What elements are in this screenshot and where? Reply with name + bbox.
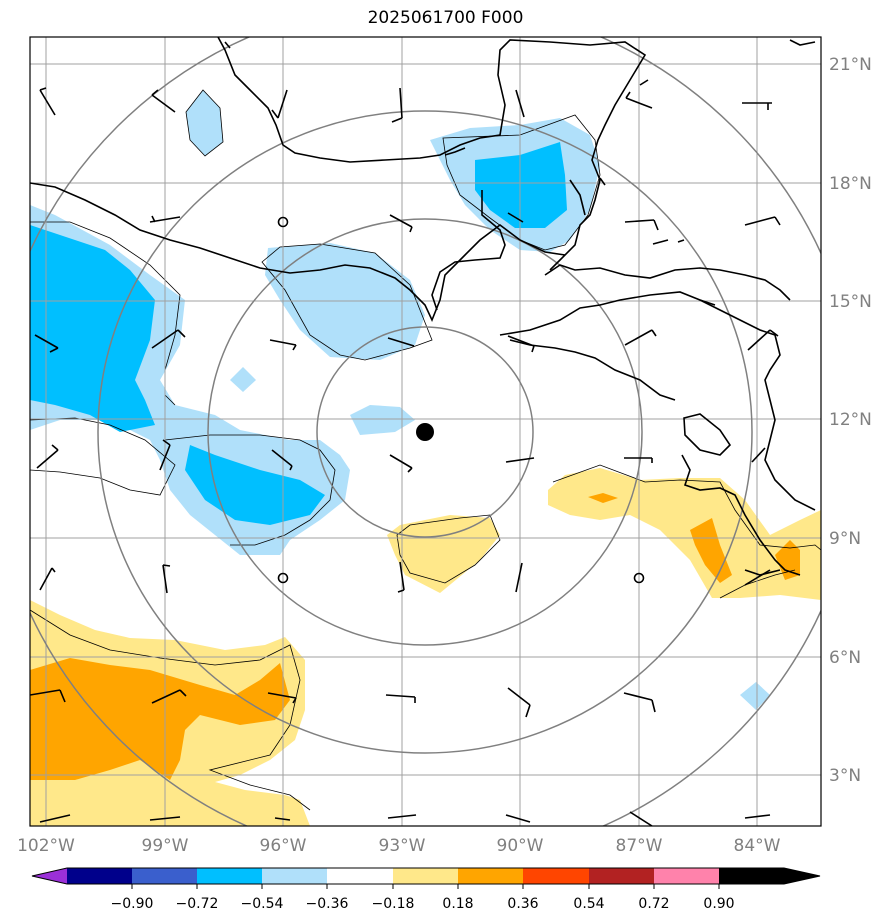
colorbar-tick-label: −0.90 <box>111 896 154 912</box>
latitude-labels: 21°N 18°N 15°N 12°N 9°N 6°N 3°N <box>829 55 872 786</box>
colorbar-tick-label: 0.18 <box>442 896 473 912</box>
colorbar-tick-label: 0.72 <box>638 896 669 912</box>
range-rings <box>30 37 821 826</box>
colorbar-tick-label: 0.36 <box>507 896 538 912</box>
colorbar-segment <box>523 868 589 884</box>
lon-label: 90°W <box>497 836 544 856</box>
colorbar-tick-label: −0.54 <box>241 896 284 912</box>
storm-center-marker <box>416 423 434 441</box>
lat-label: 12°N <box>829 410 872 430</box>
coastlines <box>30 37 816 576</box>
lon-label: 93°W <box>379 836 426 856</box>
colorbar-segment <box>327 868 393 884</box>
colorbar-tick-label: 0.90 <box>703 896 734 912</box>
lat-label: 9°N <box>829 529 861 549</box>
lat-label: 21°N <box>829 55 872 75</box>
longitude-labels: 102°W 99°W 96°W 93°W 90°W 87°W 84°W <box>17 836 781 856</box>
colorbar-segment <box>393 868 458 884</box>
map-frame <box>29 36 822 827</box>
lat-label: 3°N <box>829 766 861 786</box>
map-title: 2025061700 F000 <box>367 8 524 28</box>
colorbar-outline <box>31 867 821 885</box>
lon-label: 87°W <box>616 836 663 856</box>
lat-label: 15°N <box>829 292 872 312</box>
wind-barbs <box>30 87 781 826</box>
lat-label: 18°N <box>829 174 872 194</box>
colorbar-extend-high <box>719 868 820 884</box>
colorbar: −0.90 −0.72 −0.54 −0.36 −0.18 0.18 0.36 … <box>31 867 821 912</box>
colorbar-segment <box>262 868 327 884</box>
colorbar-segment <box>589 868 654 884</box>
colorbar-segment <box>654 868 719 884</box>
colorbar-segment <box>132 868 197 884</box>
colorbar-extend-low <box>32 868 67 884</box>
colorbar-segment <box>67 868 132 884</box>
lon-label: 99°W <box>142 836 189 856</box>
colorbar-tick-label: −0.72 <box>176 896 219 912</box>
colorbar-segment <box>458 868 523 884</box>
lon-label: 84°W <box>734 836 781 856</box>
lon-label: 102°W <box>17 836 75 856</box>
colorbar-tick-label: −0.18 <box>372 896 415 912</box>
colorbar-tick-label: −0.36 <box>306 896 349 912</box>
colorbar-segment <box>197 868 262 884</box>
lat-label: 6°N <box>829 648 861 668</box>
colorbar-tick-label: 0.54 <box>573 896 604 912</box>
colorbar-tick-marks <box>131 884 720 889</box>
calm-wind-markers <box>277 216 645 584</box>
graticule <box>30 37 821 826</box>
lon-label: 96°W <box>260 836 307 856</box>
